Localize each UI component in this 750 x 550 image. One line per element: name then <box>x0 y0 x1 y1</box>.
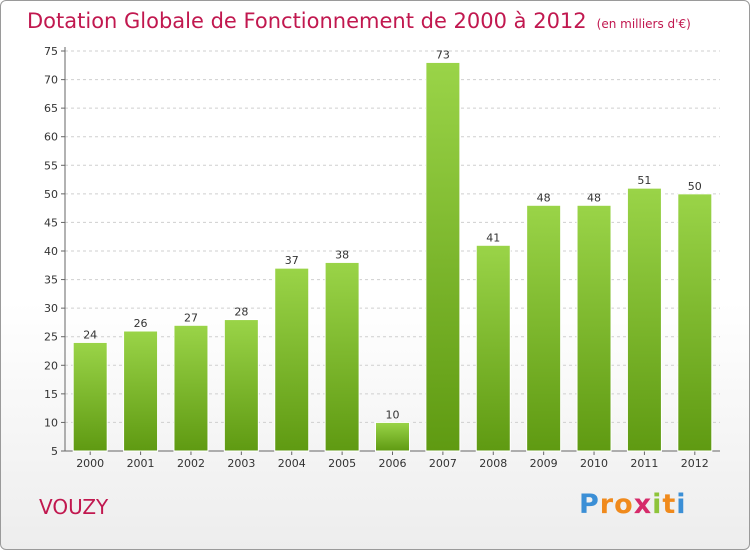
y-tick-label: 35 <box>44 274 58 287</box>
bar-2010 <box>576 204 612 452</box>
bars <box>72 61 713 452</box>
bar-2009 <box>526 204 562 452</box>
data-label-2012: 50 <box>688 180 702 193</box>
y-tick-label: 5 <box>51 445 58 458</box>
data-label-2008: 41 <box>486 231 500 244</box>
bar-2001 <box>123 330 159 452</box>
proxiti-logo[interactable]: Proxiti <box>579 489 687 520</box>
data-label-2002: 27 <box>184 311 198 324</box>
logo-letter: t <box>662 489 677 520</box>
y-tick-label: 15 <box>44 388 58 401</box>
chart-title-text: Dotation Globale de Fonctionnement de 20… <box>27 9 587 33</box>
x-tick-label-2002: 2002 <box>177 457 205 470</box>
city-name: VOUZY <box>39 495 109 519</box>
logo-letter: r <box>599 489 615 520</box>
bar-2003 <box>223 319 259 452</box>
bar-2011 <box>626 187 662 452</box>
y-tick-label: 25 <box>44 331 58 344</box>
data-label-2009: 48 <box>537 191 551 204</box>
y-tick-label: 40 <box>44 245 58 258</box>
logo-letter: x <box>633 489 653 520</box>
x-tick-label-2001: 2001 <box>127 457 155 470</box>
y-tick-label: 45 <box>44 216 58 229</box>
data-label-2004: 37 <box>285 254 299 267</box>
data-label-2000: 24 <box>83 328 97 341</box>
x-tick-label-2012: 2012 <box>681 457 709 470</box>
y-tick-label: 20 <box>44 359 58 372</box>
x-tick-label-2007: 2007 <box>429 457 457 470</box>
x-tick-label-2004: 2004 <box>278 457 306 470</box>
y-tick-label: 10 <box>44 416 58 429</box>
bar-2007 <box>425 61 461 452</box>
logo-letter: o <box>614 489 634 520</box>
data-label-2001: 26 <box>134 317 148 330</box>
logo-letter: i <box>676 489 687 520</box>
bar-2002 <box>173 324 209 452</box>
x-tick-label-2000: 2000 <box>76 457 104 470</box>
bar-2000 <box>72 341 108 452</box>
data-label-2005: 38 <box>335 248 349 261</box>
y-tick-label: 70 <box>44 74 58 87</box>
y-tick-label: 30 <box>44 302 58 315</box>
y-tick-label: 50 <box>44 188 58 201</box>
data-label-2003: 28 <box>234 306 248 319</box>
logo-letter: P <box>579 489 600 520</box>
chart-title: Dotation Globale de Fonctionnement de 20… <box>27 9 691 33</box>
bar-2004 <box>274 267 310 452</box>
data-labels: 24 26 27 28 37 38 10 73 41 48 48 51 50 <box>83 48 702 421</box>
x-tick-label-2010: 2010 <box>580 457 608 470</box>
bar-2005 <box>324 261 360 452</box>
data-label-2010: 48 <box>587 191 601 204</box>
bar-2006 <box>375 421 410 452</box>
x-tick-label-2011: 2011 <box>630 457 658 470</box>
x-tick-label-2008: 2008 <box>479 457 507 470</box>
x-tick-label-2006: 2006 <box>379 457 407 470</box>
chart-subtitle: (en milliers d'€) <box>596 17 691 31</box>
bar-2012 <box>677 193 713 452</box>
y-tick-label: 55 <box>44 159 58 172</box>
x-tick-label-2005: 2005 <box>328 457 356 470</box>
x-tick-label-2009: 2009 <box>530 457 558 470</box>
grid-lines <box>65 50 720 452</box>
logo-letter: i <box>652 489 663 520</box>
y-tick-label: 65 <box>44 102 58 115</box>
bar-2008 <box>475 244 511 452</box>
data-label-2007: 73 <box>436 48 450 61</box>
data-label-2006: 10 <box>386 408 400 421</box>
x-tick-label-2003: 2003 <box>227 457 255 470</box>
data-label-2011: 51 <box>637 174 651 187</box>
y-tick-label: 75 <box>44 45 58 58</box>
y-tick-label: 60 <box>44 131 58 144</box>
